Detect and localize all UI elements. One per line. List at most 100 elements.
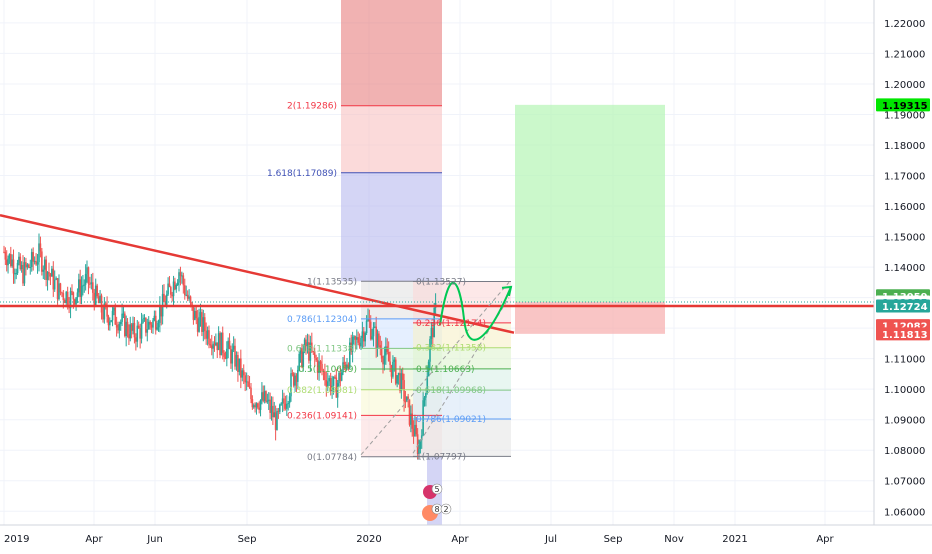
fib-ret2-zone	[413, 419, 511, 457]
candle-body	[23, 262, 26, 284]
candle-body	[419, 440, 422, 450]
candle-body	[401, 373, 404, 381]
candle-body	[140, 322, 143, 339]
event-badge-2-label: 2	[443, 505, 448, 514]
candle-body	[199, 312, 202, 317]
candle-body	[109, 321, 111, 326]
candle-body	[110, 320, 112, 322]
candle-body	[356, 337, 358, 340]
candle-body	[365, 320, 368, 334]
candle-body	[126, 321, 129, 335]
candle-body	[205, 330, 207, 339]
candle-body	[5, 259, 8, 266]
y-tick-label: 1.10000	[884, 385, 925, 396]
candle-body	[78, 279, 80, 293]
candle-body	[7, 258, 9, 266]
price-badge	[876, 98, 930, 112]
candle-body	[376, 333, 379, 349]
fib-ret2-zone	[413, 390, 511, 420]
candle-body	[234, 345, 236, 367]
candle-body	[354, 336, 357, 340]
candle-body	[90, 282, 93, 285]
candle-body	[188, 296, 190, 299]
candle-body	[263, 391, 266, 401]
candle-body	[167, 283, 169, 295]
candle-body	[143, 317, 146, 320]
candle-body	[168, 283, 171, 288]
candle-body	[97, 296, 100, 304]
candle-body	[288, 396, 291, 404]
candle-body	[305, 339, 307, 347]
candle-body	[326, 381, 329, 387]
candle-body	[347, 364, 350, 368]
candle-body	[281, 398, 284, 404]
candle-body	[49, 274, 52, 277]
candle-body	[201, 312, 203, 332]
candle-body	[334, 376, 336, 378]
candle-body	[287, 403, 289, 405]
candle-body	[294, 375, 296, 386]
candle-body	[240, 358, 242, 378]
x-tick-label: Apr	[451, 534, 469, 545]
fib-ret2-zone	[413, 347, 511, 369]
candle-body	[426, 376, 429, 394]
candle-body	[154, 315, 157, 330]
candle-body	[262, 392, 265, 401]
candle-body	[279, 404, 281, 412]
candle-body	[94, 285, 97, 306]
event-badge-8-label: 8	[434, 505, 439, 514]
candle-body	[130, 324, 133, 331]
candle-body	[382, 358, 384, 365]
candle-body	[394, 359, 397, 384]
y-tick-label: 1.19000	[884, 110, 925, 121]
price-badge	[876, 299, 930, 313]
candle-body	[380, 348, 383, 359]
drawings[interactable]	[0, 105, 874, 458]
candle-body	[290, 373, 292, 397]
fib-ret1-level-label: 0(1.07784)	[307, 453, 357, 463]
candle-body	[368, 318, 371, 322]
candle-body	[83, 284, 86, 286]
x-tick-label: Nov	[664, 534, 684, 545]
candle-body	[220, 332, 223, 356]
y-tick-label: 1.16000	[884, 202, 925, 213]
fib-zones	[341, 0, 665, 525]
candle-body	[273, 412, 276, 418]
candle-body	[299, 348, 302, 354]
candle-body	[86, 267, 88, 274]
candle-body	[308, 342, 310, 361]
candle-body	[322, 370, 325, 372]
candle-body	[133, 322, 136, 338]
candle-body	[45, 259, 47, 280]
candle-body	[343, 362, 346, 365]
candle-body	[26, 264, 29, 268]
candle-body	[404, 401, 407, 403]
x-tick-label: Jul	[544, 534, 557, 545]
x-tick-label: 2019	[4, 534, 29, 545]
candle-body	[96, 285, 98, 297]
candle-body	[18, 256, 20, 263]
fib-ret1-level-label: 0.786(1.12304)	[287, 315, 357, 325]
candle-body	[244, 375, 246, 383]
candle-body	[432, 327, 434, 338]
candle-body	[247, 381, 249, 387]
candle-body	[270, 405, 273, 413]
candle-body	[272, 405, 274, 418]
candle-body	[69, 291, 72, 309]
candle-body	[185, 294, 188, 296]
candle-body	[423, 397, 426, 401]
candle-body	[324, 371, 326, 380]
candle-body	[400, 373, 403, 392]
candle-body	[387, 351, 390, 362]
candle-body	[331, 385, 333, 392]
candle-body	[295, 375, 298, 382]
candle-body	[102, 312, 104, 320]
price-badge-label: 1.12724	[882, 302, 928, 313]
trendline	[0, 213, 515, 334]
candle-body	[189, 296, 192, 303]
fib-ret1-level-label: 0.236(1.09141)	[287, 411, 357, 421]
fib-ret2-zone	[413, 368, 511, 391]
